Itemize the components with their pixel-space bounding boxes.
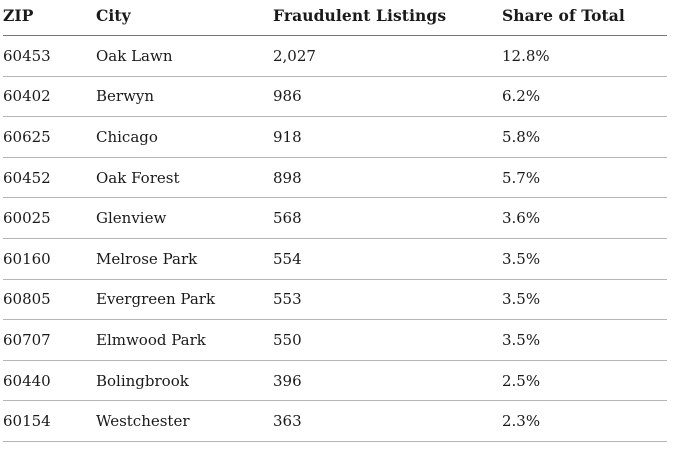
listings-cell: 2,027 — [273, 35, 502, 77]
fraudulent-listings-table: ZIP City Fraudulent Listings Share of To… — [3, 0, 667, 442]
col-header-zip: ZIP — [3, 0, 96, 36]
city-cell: Melrose Park — [96, 238, 273, 280]
col-header-listings: Fraudulent Listings — [273, 0, 502, 36]
table-row: 60154 Westchester 363 2.3% — [3, 400, 667, 442]
city-cell: Evergreen Park — [96, 279, 273, 321]
zip-cell: 60625 — [3, 116, 96, 158]
listings-cell: 898 — [273, 157, 502, 199]
table-row: 60453 Oak Lawn 2,027 12.8% — [3, 35, 667, 77]
zip-cell: 60707 — [3, 319, 96, 361]
zip-cell: 60154 — [3, 400, 96, 442]
city-cell: Westchester — [96, 400, 273, 442]
listings-cell: 550 — [273, 319, 502, 361]
share-cell: 6.2% — [502, 76, 667, 118]
col-header-share: Share of Total — [502, 0, 667, 36]
city-cell: Elmwood Park — [96, 319, 273, 361]
city-cell: Chicago — [96, 116, 273, 158]
share-cell: 3.5% — [502, 238, 667, 280]
table-row: 60025 Glenview 568 3.6% — [3, 197, 667, 239]
share-cell: 2.5% — [502, 360, 667, 402]
share-cell: 3.5% — [502, 279, 667, 321]
zip-cell: 60440 — [3, 360, 96, 402]
table-body: 60453 Oak Lawn 2,027 12.8% 60402 Berwyn 986 6.2… — [3, 35, 667, 442]
listings-cell: 396 — [273, 360, 502, 402]
zip-cell: 60452 — [3, 157, 96, 199]
table-row: 60160 Melrose Park 554 3.5% — [3, 238, 667, 280]
table-row: 60805 Evergreen Park 553 3.5% — [3, 279, 667, 321]
listings-cell: 363 — [273, 400, 502, 442]
share-cell: 2.3% — [502, 400, 667, 442]
share-cell: 5.8% — [502, 116, 667, 158]
city-cell: Glenview — [96, 197, 273, 239]
city-cell: Bolingbrook — [96, 360, 273, 402]
zip-cell: 60402 — [3, 76, 96, 118]
share-cell: 3.6% — [502, 197, 667, 239]
listings-cell: 568 — [273, 197, 502, 239]
table-row: 60625 Chicago 918 5.8% — [3, 116, 667, 158]
share-cell: 3.5% — [502, 319, 667, 361]
zip-cell: 60805 — [3, 279, 96, 321]
zip-cell: 60453 — [3, 35, 96, 77]
zip-cell: 60160 — [3, 238, 96, 280]
city-cell: Berwyn — [96, 76, 273, 118]
table-row: 60402 Berwyn 986 6.2% — [3, 76, 667, 118]
table-row: 60707 Elmwood Park 550 3.5% — [3, 319, 667, 361]
table-row: 60440 Bolingbrook 396 2.5% — [3, 360, 667, 402]
zip-cell: 60025 — [3, 197, 96, 239]
header-row: ZIP City Fraudulent Listings Share of To… — [3, 0, 667, 36]
share-cell: 12.8% — [502, 35, 667, 77]
city-cell: Oak Lawn — [96, 35, 273, 77]
city-cell: Oak Forest — [96, 157, 273, 199]
table-row: 60452 Oak Forest 898 5.7% — [3, 157, 667, 199]
share-cell: 5.7% — [502, 157, 667, 199]
listings-cell: 553 — [273, 279, 502, 321]
col-header-city: City — [96, 0, 273, 36]
listings-cell: 986 — [273, 76, 502, 118]
listings-cell: 554 — [273, 238, 502, 280]
listings-cell: 918 — [273, 116, 502, 158]
